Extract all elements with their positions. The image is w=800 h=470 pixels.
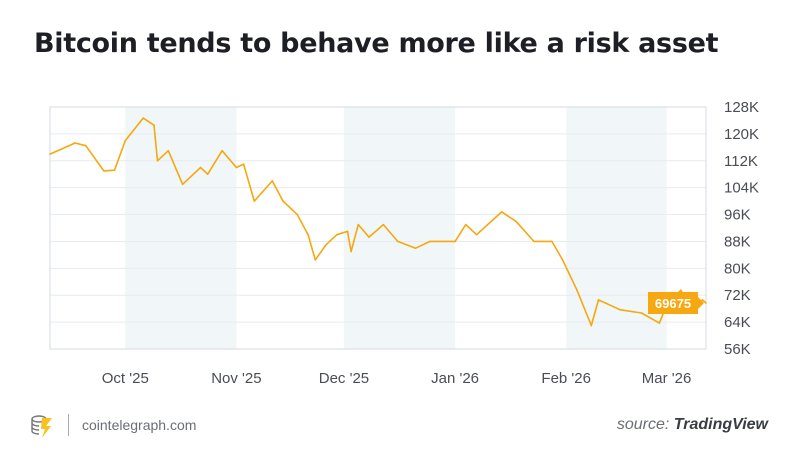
price-point — [701, 299, 704, 301]
footer-site-link[interactable]: cointelegraph.com — [82, 417, 197, 433]
price-point — [296, 213, 299, 216]
x-tick-label: Nov '25 — [211, 370, 261, 387]
price-point — [475, 233, 478, 236]
y-tick-label: 80K — [724, 260, 751, 277]
price-point — [382, 223, 385, 226]
y-tick-label: 120K — [724, 126, 759, 143]
price-point — [253, 200, 256, 202]
price-point — [49, 153, 51, 155]
price-point — [142, 117, 145, 119]
price-point — [235, 166, 238, 169]
price-point — [515, 220, 517, 223]
price-point — [282, 200, 284, 202]
price-point — [271, 180, 274, 182]
price-chart: 128K 120K 112K 104K 96K 88K 80K 72K 64K 56K Oct '… — [49, 99, 759, 387]
price-point — [102, 170, 105, 172]
price-point — [454, 240, 456, 243]
price-point — [113, 169, 116, 171]
price-point — [346, 230, 349, 233]
x-tick-label: Feb '26 — [541, 370, 591, 387]
y-tick-label: 72K — [724, 287, 751, 304]
price-point — [350, 250, 352, 253]
source-credit: source: TradingView — [617, 416, 768, 434]
price-point — [576, 289, 578, 291]
price-point — [368, 236, 370, 238]
price-point — [85, 144, 87, 147]
shaded-month-band — [343, 107, 456, 349]
chart-title: Bitcoin tends to behave more like a risk… — [34, 28, 719, 59]
x-tick-label: Oct '25 — [102, 370, 149, 387]
price-point — [551, 240, 553, 243]
price-point — [658, 322, 661, 324]
price-point — [500, 211, 503, 213]
price-point — [221, 149, 223, 152]
source-prefix: source: — [616, 416, 670, 433]
price-point — [156, 159, 159, 162]
price-point — [396, 240, 399, 243]
price-point — [206, 173, 209, 176]
price-point — [465, 223, 467, 226]
price-point — [533, 240, 535, 243]
price-point — [242, 163, 245, 165]
price-point — [705, 302, 707, 304]
y-tick-label: 88K — [724, 233, 751, 250]
x-tick-label: Mar '26 — [642, 370, 692, 387]
price-point — [429, 240, 431, 243]
y-axis: 128K 120K 112K 104K 96K 88K 80K 72K 64K 56K — [724, 99, 759, 358]
y-tick-label: 64K — [724, 314, 751, 331]
last-price-badge: 69675 — [648, 292, 704, 315]
y-tick-label: 56K — [724, 341, 751, 358]
gridlines — [50, 133, 706, 323]
price-point — [74, 142, 76, 144]
footer-divider — [68, 414, 69, 436]
y-tick-label: 104K — [724, 180, 759, 197]
shaded-month-band — [125, 107, 237, 349]
price-point — [597, 299, 600, 301]
y-tick-label: 96K — [724, 207, 751, 224]
price-point — [167, 149, 170, 152]
y-tick-label: 112K — [724, 153, 758, 170]
price-point — [181, 183, 184, 186]
x-axis: Oct '25 Nov '25 Dec '25 Jan '26 Feb '26 Mar '… — [102, 370, 692, 387]
price-point — [325, 244, 327, 246]
shaded-month-bands — [125, 107, 667, 349]
price-point — [590, 324, 593, 327]
price-point — [307, 233, 309, 236]
price-point — [357, 223, 360, 226]
price-point — [561, 259, 564, 261]
price-point — [619, 308, 621, 311]
price-point — [314, 259, 317, 261]
x-tick-label: Jan '26 — [431, 370, 479, 387]
y-tick-label: 128K — [724, 99, 759, 116]
source-name: TradingView — [673, 416, 768, 433]
price-point — [124, 139, 127, 142]
price-point — [153, 124, 155, 126]
price-point — [199, 166, 202, 169]
x-tick-label: Dec '25 — [319, 370, 369, 387]
last-price-label: 69675 — [655, 296, 691, 311]
price-point — [640, 312, 643, 314]
last-price-badge-shape — [648, 292, 704, 315]
price-point — [414, 247, 417, 249]
plot-border — [49, 106, 707, 350]
price-point — [335, 233, 338, 236]
price-point — [680, 289, 682, 291]
